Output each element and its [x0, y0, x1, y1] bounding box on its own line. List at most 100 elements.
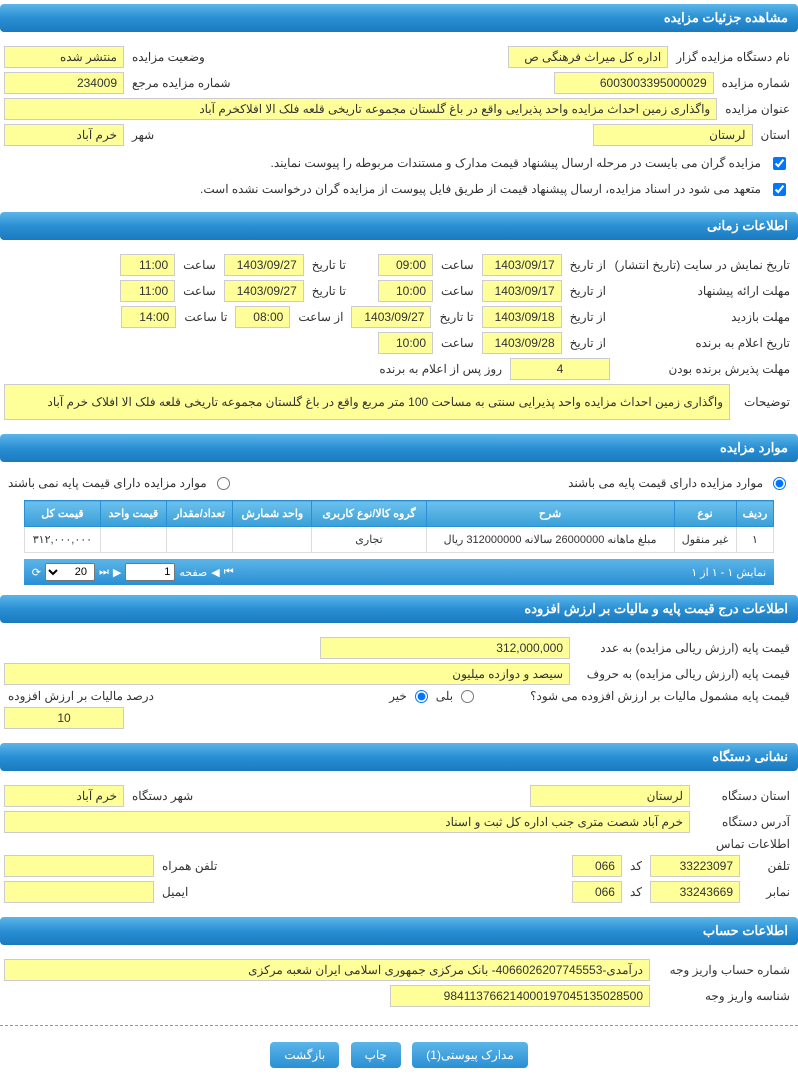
auction-no-value: 6003003395000029 [554, 72, 714, 94]
has-base-label: موارد مزايده دارای قيمت پايه می باشند [568, 476, 763, 490]
section-account: شماره حساب واريز وجه درآمدی-406602620774… [0, 949, 798, 1017]
section-address: استان دستگاه لرستان شهر دستگاه خرم آباد … [0, 775, 798, 913]
bid-to-date: 1403/09/27 [224, 280, 304, 302]
phone-code-value: 066 [572, 855, 622, 877]
announce-time: 10:00 [378, 332, 433, 354]
status-value: منتشر شده [4, 46, 124, 68]
pager-prev-icon[interactable]: ◀ [211, 566, 219, 579]
city-label: شهر [128, 128, 158, 142]
table-cell [166, 527, 233, 553]
display-label: تاريخ نمايش در سايت (تاريخ انتشار) [614, 258, 794, 272]
section-header-items: موارد مزایده [0, 434, 798, 462]
pager-first-icon[interactable]: ⏮ [224, 566, 234, 579]
table-header-cell: رديف [736, 501, 774, 527]
no-label: خير [389, 689, 407, 703]
org-province-label: استان دستگاه [694, 789, 794, 803]
announce-label: تاريخ اعلام به برنده [614, 336, 794, 350]
vat-pct-value: 10 [4, 707, 124, 729]
table-cell: ۳۱۲,۰۰۰,۰۰۰ [24, 527, 100, 553]
phone-label: تلفن [744, 859, 794, 873]
province-value: لرستان [593, 124, 753, 146]
winner-accept-suffix: روز پس از اعلام به برنده [375, 362, 506, 376]
org-city-value: خرم آباد [4, 785, 124, 807]
mobile-label: تلفن همراه [158, 859, 221, 873]
has-base-radio[interactable] [773, 477, 786, 490]
vat-no-radio[interactable] [415, 690, 428, 703]
to-date-label-3: تا تاريخ [435, 310, 477, 324]
bid-from-date: 1403/09/17 [482, 280, 562, 302]
contact-label: اطلاعات تماس [712, 837, 794, 851]
no-base-label: موارد مزايده دارای قيمت پايه نمی باشند [8, 476, 207, 490]
note2: متعهد می شود در اسناد مزايده، ارسال پيشن… [196, 178, 765, 200]
display-to-time: 11:00 [120, 254, 175, 276]
acc-no-value: درآمدی-4066026207745553- بانک مرکزی جمهو… [4, 959, 650, 981]
display-to-date: 1403/09/27 [224, 254, 304, 276]
time-label-1: ساعت [437, 258, 478, 272]
section-pricing: قيمت پايه (ارزش ريالی مزايده) به عدد 312… [0, 627, 798, 739]
vat-yes-radio[interactable] [461, 690, 474, 703]
base-text-value: سيصد و دوازده ميليون [4, 663, 570, 685]
print-button[interactable]: چاپ [351, 1042, 401, 1068]
page-size-select[interactable]: 20 [45, 563, 95, 581]
to-date-label-2: تا تاريخ [308, 284, 350, 298]
fax-value: 33243669 [650, 881, 740, 903]
no-base-radio[interactable] [217, 477, 230, 490]
desc-label: توضيحات [734, 395, 794, 409]
table-row[interactable]: ۱غير منقولمبلغ ماهانه 26000000 سالانه 31… [24, 527, 774, 553]
bid-from-time: 10:00 [378, 280, 433, 302]
desc-value: واگذاری زمين احداث مزايده واحد پذيرايی س… [4, 384, 730, 420]
note1: مزايده گران می بايست در مرحله ارسال پيشن… [267, 152, 765, 174]
page-label: صفحه [179, 566, 207, 579]
section-header-details: مشاهده جزئیات مزایده [0, 4, 798, 32]
addr-value: خرم آباد شصت متری جنب اداره کل ثبت و اسن… [4, 811, 690, 833]
page-input[interactable] [125, 563, 175, 581]
organizer-label: نام دستگاه مزايده گزار [672, 50, 794, 64]
section-header-address: نشانی دستگاه [0, 743, 798, 771]
section-timing: تاريخ نمايش در سايت (تاريخ انتشار) از تا… [0, 244, 798, 430]
base-num-value: 312,000,000 [320, 637, 570, 659]
table-header-cell: گروه کالا/نوع کاربری [312, 501, 426, 527]
org-province-value: لرستان [530, 785, 690, 807]
table-cell: مبلغ ماهانه 26000000 سالانه 312000000 ري… [426, 527, 674, 553]
section-header-pricing: اطلاعات درج قيمت پايه و ماليات بر ارزش ا… [0, 595, 798, 623]
pager-refresh-icon[interactable]: ⟳ [32, 566, 41, 579]
table-cell: تجاری [312, 527, 426, 553]
items-table: رديفنوعشرحگروه کالا/نوع کاربریواحد شمارش… [24, 500, 775, 553]
visit-label: مهلت بازديد [614, 310, 794, 324]
section-items: موارد مزايده دارای قيمت پايه می باشند مو… [0, 466, 798, 591]
to-time-label: تا ساعت [180, 310, 231, 324]
ref-no-value: 234009 [4, 72, 124, 94]
pager-info: نمايش ۱ - ۱ از ۱ [691, 566, 766, 579]
attachments-button[interactable]: مدارک پيوستی(1) [412, 1042, 527, 1068]
back-button[interactable]: بازگشت [270, 1042, 339, 1068]
fax-code-value: 066 [572, 881, 622, 903]
winner-accept-days: 4 [510, 358, 610, 380]
pager-last-icon[interactable]: ⏭ [99, 566, 109, 579]
display-from-time: 09:00 [378, 254, 433, 276]
city-value: خرم آباد [4, 124, 124, 146]
button-bar: مدارک پيوستی(1) چاپ بازگشت [0, 1034, 798, 1076]
email-value [4, 881, 154, 903]
table-header-cell: نوع [674, 501, 736, 527]
acc-no-label: شماره حساب واريز وجه [654, 963, 794, 977]
attach-doc-checkbox[interactable] [773, 157, 786, 170]
table-header-cell: قيمت واحد [101, 501, 167, 527]
bid-to-time: 11:00 [120, 280, 175, 302]
mobile-value [4, 855, 154, 877]
visit-to-time: 14:00 [121, 306, 176, 328]
time-label-3: ساعت [437, 284, 478, 298]
title-value: واگذاری زمين احداث مزايده واحد پذيرايی و… [4, 98, 717, 120]
table-header-cell: قيمت کل [24, 501, 100, 527]
pager: نمايش ۱ - ۱ از ۱ ⏮ ◀ صفحه ▶ ⏭ 20 ⟳ [24, 559, 775, 585]
time-label-5: ساعت [437, 336, 478, 350]
to-date-label-1: تا تاريخ [308, 258, 350, 272]
acc-id-label: شناسه واريز وجه [654, 989, 794, 1003]
title-label: عنوان مزايده [721, 102, 794, 116]
time-label-4: ساعت [179, 284, 220, 298]
base-num-label: قيمت پايه (ارزش ريالی مزايده) به عدد [574, 641, 794, 655]
from-date-label-4: از تاريخ [566, 336, 610, 350]
commitment-checkbox[interactable] [773, 183, 786, 196]
table-cell: ۱ [736, 527, 774, 553]
pager-next-icon[interactable]: ▶ [113, 566, 121, 579]
auction-no-label: شماره مزايده [718, 76, 794, 90]
